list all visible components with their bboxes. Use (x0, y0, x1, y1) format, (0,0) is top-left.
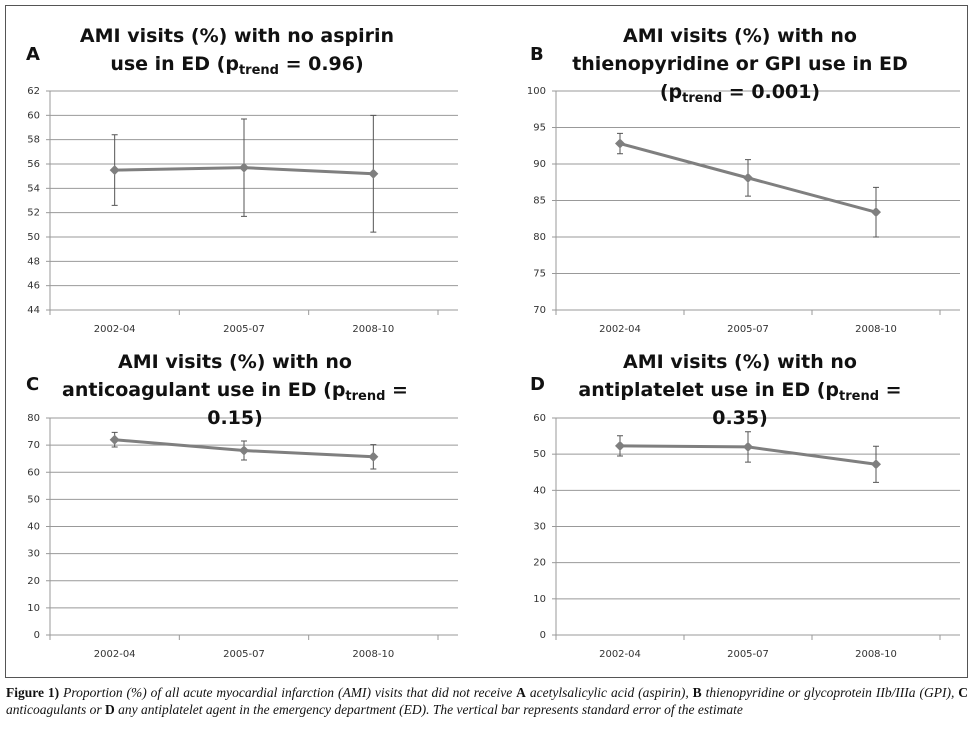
chart-title: AMI visits (%) with no anticoagulant use… (55, 348, 415, 432)
y-tick-label: 56 (27, 159, 40, 170)
caption: Figure 1) Proportion (%) of all acute my… (6, 684, 968, 718)
caption-text: thienopyridine or glycoprotein IIb/IIIa … (701, 685, 959, 700)
y-tick-label: 70 (27, 440, 40, 451)
y-tick-label: 46 (27, 281, 40, 292)
x-tick-label: 2002-04 (94, 324, 136, 335)
title-text: AMI visits (%) with no antiplatelet use … (578, 351, 857, 401)
y-tick-label: 60 (27, 467, 40, 478)
marker (743, 172, 753, 183)
title-text: AMI visits (%) with no aspirin use in ED… (79, 25, 395, 75)
title-text: AMI visits (%) with no thienopyridine or… (572, 25, 908, 103)
y-tick-label: 95 (533, 123, 546, 134)
x-tick-label: 2008-10 (352, 649, 394, 660)
y-tick-label: 60 (27, 110, 40, 121)
title-text: = 0.15) (207, 379, 408, 429)
chart-title: AMI visits (%) with no aspirin use in ED… (62, 22, 412, 78)
marker (368, 168, 379, 179)
y-tick-label: 30 (533, 522, 546, 533)
x-tick-label: 2008-10 (352, 324, 394, 335)
y-tick-label: 10 (27, 603, 40, 614)
y-tick-label: 58 (27, 135, 40, 146)
y-tick-label: 52 (27, 208, 40, 219)
title-text: AMI visits (%) with no anticoagulant use… (62, 351, 352, 401)
marker (743, 441, 753, 452)
y-tick-label: 44 (27, 305, 40, 316)
marker (239, 445, 249, 456)
y-tick-label: 75 (533, 269, 546, 280)
x-tick-label: 2005-07 (727, 649, 769, 660)
caption-text: acetylsalicylic acid (aspirin), (525, 685, 693, 700)
panel-label: B (530, 44, 544, 65)
y-tick-label: 50 (533, 449, 546, 460)
marker (368, 451, 379, 462)
caption-text: C (958, 685, 968, 700)
x-tick-label: 2002-04 (94, 649, 136, 660)
marker (615, 138, 625, 149)
caption-text: any antiplatelet agent in the emergency … (114, 702, 743, 717)
y-tick-label: 80 (533, 232, 546, 243)
marker (871, 459, 881, 470)
title-subscript: trend (839, 389, 880, 404)
chart-title: AMI visits (%) with no antiplatelet use … (570, 348, 910, 432)
x-tick-label: 2008-10 (855, 649, 897, 660)
y-tick-label: 60 (533, 413, 546, 424)
y-tick-label: 0 (540, 630, 546, 641)
title-subscript: trend (238, 63, 279, 78)
title-subscript: trend (345, 389, 386, 404)
x-tick-label: 2005-07 (223, 324, 265, 335)
y-tick-label: 62 (27, 86, 40, 97)
panel-label: D (530, 374, 545, 395)
chart-title: AMI visits (%) with no thienopyridine or… (560, 22, 920, 106)
panel-label: C (26, 374, 40, 395)
caption-text: D (105, 702, 115, 717)
marker (871, 207, 881, 218)
y-tick-label: 90 (533, 159, 546, 170)
title-text: = 0.35) (712, 379, 902, 429)
y-tick-label: 70 (533, 305, 546, 316)
caption-text: anticoagulants or (6, 702, 106, 717)
title-subscript: trend (682, 91, 723, 106)
x-tick-label: 2005-07 (223, 649, 265, 660)
marker (615, 440, 625, 451)
y-tick-label: 20 (27, 576, 40, 587)
y-tick-label: 40 (27, 522, 40, 533)
caption-text: Proportion (%) of all acute myocardial i… (59, 685, 517, 700)
x-tick-label: 2002-04 (599, 649, 641, 660)
y-tick-label: 100 (527, 86, 546, 97)
title-text: = 0.96) (278, 53, 364, 75)
y-tick-label: 54 (27, 183, 40, 194)
y-tick-label: 50 (27, 232, 40, 243)
y-tick-label: 80 (27, 413, 40, 424)
title-text: = 0.001) (722, 81, 821, 103)
y-tick-label: 30 (27, 549, 40, 560)
x-tick-label: 2002-04 (599, 324, 641, 335)
y-tick-label: 10 (533, 594, 546, 605)
y-tick-label: 0 (34, 630, 40, 641)
marker (239, 162, 249, 173)
y-tick-label: 40 (533, 485, 546, 496)
x-tick-label: 2008-10 (855, 324, 897, 335)
marker (109, 434, 120, 445)
frame (5, 5, 968, 678)
charts: 44 46 48 50 52 54 56 58 60 62 2002-04 2005-07 2008-1… (5, 5, 968, 678)
y-tick-label: 20 (533, 558, 546, 569)
y-tick-label: 48 (27, 256, 40, 267)
caption-text: B (692, 685, 702, 700)
y-tick-label: 85 (533, 196, 546, 207)
caption-text: Figure 1) (6, 685, 60, 700)
caption-text: A (516, 685, 526, 700)
y-tick-label: 50 (27, 494, 40, 505)
panel-label: A (26, 44, 40, 65)
x-tick-label: 2005-07 (727, 324, 769, 335)
marker (109, 165, 120, 176)
